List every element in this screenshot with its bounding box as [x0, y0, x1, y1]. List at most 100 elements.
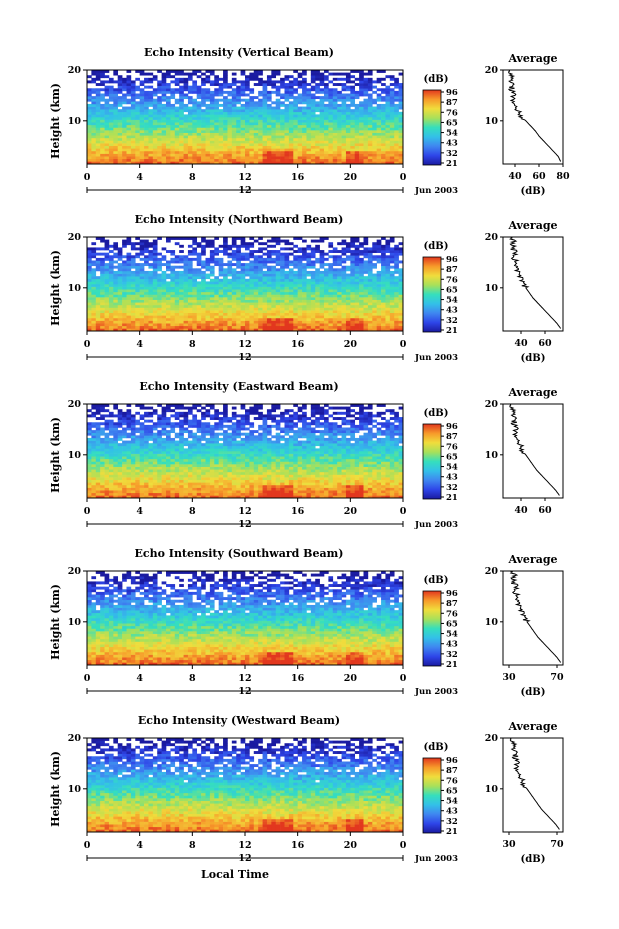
heatmap-cell [293, 83, 298, 86]
heatmap-cell [275, 143, 281, 147]
heatmap-cell [170, 130, 176, 133]
heatmap-cell [104, 101, 110, 105]
heatmap-cell [174, 317, 180, 321]
heatmap-cell [306, 153, 312, 157]
heatmap-cell [337, 153, 342, 157]
heatmap-cell [293, 312, 298, 316]
heatmap-cell [135, 124, 140, 128]
heatmap-cell [91, 101, 97, 105]
heatmap-cell [108, 93, 114, 97]
heatmap-cell [258, 307, 263, 311]
heatmap-cell [280, 122, 285, 126]
heatmap-cell [100, 268, 105, 272]
heatmap-cell [139, 109, 145, 113]
heatmap-cell [398, 250, 404, 253]
heatmap-cell [332, 150, 338, 154]
heatmap-cell [315, 284, 320, 287]
heatmap-cell [152, 132, 158, 136]
heatmap-cell [113, 320, 119, 324]
heatmap-cell [275, 130, 281, 133]
heatmap-cell [337, 119, 342, 123]
heatmap-cell [87, 286, 92, 290]
heatmap-cell [394, 85, 399, 89]
heatmap-cell [385, 304, 391, 308]
heatmap-cell [258, 77, 263, 81]
heatmap-cell [262, 320, 268, 324]
heatmap-cell [139, 148, 145, 152]
heatmap-cell [284, 260, 290, 264]
heatmap-cell [363, 127, 369, 131]
heatmap-cell [231, 93, 237, 97]
heatmap-cell [284, 312, 290, 316]
heatmap-cell [122, 135, 127, 139]
heatmap-cell [310, 101, 316, 105]
heatmap-cell [284, 257, 290, 261]
heatmap-cell [144, 302, 149, 306]
heatmap-cell [126, 294, 132, 298]
heatmap-cell [183, 122, 189, 126]
heatmap-cell [245, 328, 250, 332]
heatmap-cell [337, 158, 342, 162]
heatmap-cell [310, 124, 316, 128]
heatmap-cell [359, 117, 364, 120]
heatmap-cell [218, 302, 224, 306]
heatmap-cell [139, 124, 145, 128]
heatmap-cell [196, 145, 202, 149]
heatmap-cell [280, 265, 285, 269]
heatmap-cell [389, 328, 395, 332]
heatmap-cell [315, 85, 320, 89]
heatmap-cell [275, 320, 281, 324]
heatmap-cell [398, 101, 404, 105]
heatmap-cell [337, 98, 342, 102]
heatmap-cell [231, 273, 237, 277]
heatmap-cell [363, 270, 369, 274]
heatmap-cell [315, 130, 320, 133]
heatmap-cell [315, 119, 320, 123]
heatmap-cell [205, 156, 211, 160]
heatmap-cell [113, 484, 119, 488]
heatmap-cell [236, 299, 241, 303]
heatmap-cell [231, 325, 237, 329]
heatmap-cell [284, 255, 290, 259]
heatmap-cell [275, 252, 281, 256]
heatmap-cell [192, 286, 198, 290]
heatmap-cell [126, 490, 132, 494]
heatmap-cell [214, 122, 219, 126]
heatmap-cell [319, 294, 325, 298]
heatmap-cell [236, 130, 241, 133]
heatmap-cell [174, 101, 180, 105]
heatmap-cell [187, 145, 193, 149]
heatmap-cell [258, 268, 263, 272]
heatmap-cell [214, 237, 219, 240]
heatmap-cell [389, 252, 395, 256]
heatmap-cell [359, 270, 364, 274]
heatmap-cell [179, 265, 184, 269]
heatmap-cell [205, 297, 211, 300]
heatmap-cell [381, 103, 386, 107]
heatmap-cell [258, 114, 263, 118]
heatmap-cell [87, 278, 92, 282]
heatmap-cell [319, 276, 325, 280]
heatmap-cell [381, 119, 386, 123]
heatmap-cell [161, 487, 167, 491]
heatmap-cell [144, 137, 149, 141]
heatmap-cell [363, 156, 369, 160]
heatmap-cell [363, 101, 369, 105]
heatmap-cell [328, 88, 334, 92]
heatmap-cell [310, 250, 316, 253]
heatmap-cell [130, 257, 136, 261]
heatmap-cell [385, 270, 391, 274]
heatmap-cell [122, 114, 127, 118]
heatmap-cell [266, 328, 272, 332]
heatmap-cell [157, 117, 162, 120]
heatmap-cell [363, 137, 369, 141]
heatmap-cell [100, 153, 105, 157]
heatmap-cell [398, 317, 404, 321]
heatmap-cell [319, 145, 325, 149]
heatmap-cell [179, 106, 184, 110]
heatmap-cell [126, 487, 132, 491]
heatmap-cell [104, 140, 110, 144]
heatmap-cell [192, 140, 198, 144]
heatmap-cell [345, 250, 351, 253]
heatmap-cell [139, 143, 145, 147]
